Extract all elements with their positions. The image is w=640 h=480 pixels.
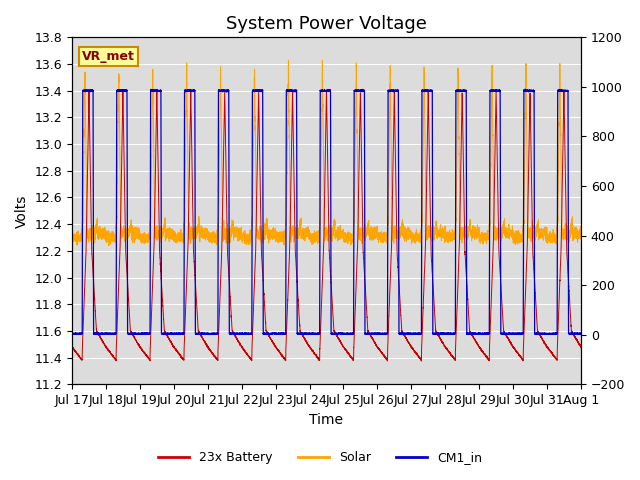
X-axis label: Time: Time (310, 413, 344, 427)
Y-axis label: Volts: Volts (15, 194, 29, 228)
Legend: 23x Battery, Solar, CM1_in: 23x Battery, Solar, CM1_in (153, 446, 487, 469)
Title: System Power Voltage: System Power Voltage (226, 15, 427, 33)
Text: VR_met: VR_met (82, 50, 135, 63)
